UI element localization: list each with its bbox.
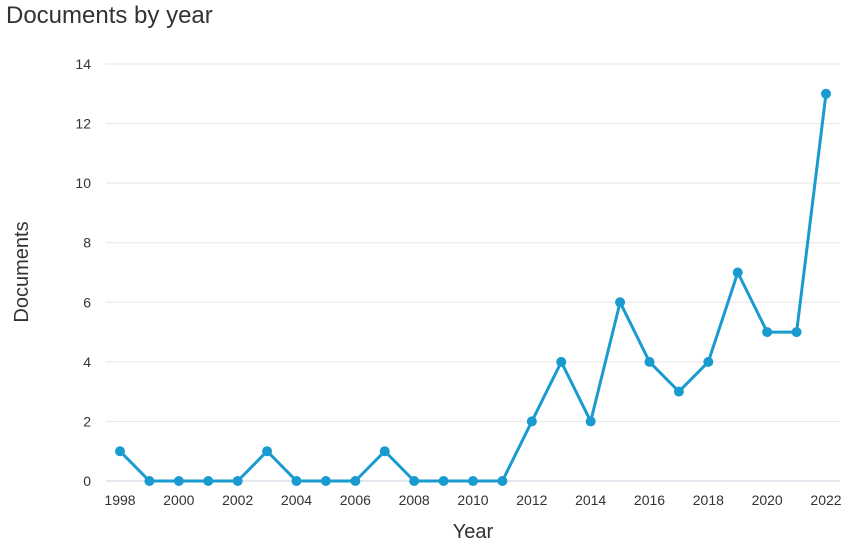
y-tick-label: 6 <box>83 294 91 310</box>
y-tick-label: 2 <box>83 413 91 429</box>
y-tick-label: 8 <box>83 235 91 251</box>
data-point-2004[interactable] <box>291 476 302 486</box>
data-point-2012[interactable] <box>526 416 537 427</box>
data-point-1999[interactable] <box>144 476 155 486</box>
data-point-2017[interactable] <box>673 386 684 397</box>
x-tick-label: 2000 <box>163 492 194 508</box>
y-tick-label: 0 <box>83 473 91 489</box>
data-point-2020[interactable] <box>762 327 773 338</box>
x-tick-label: 2002 <box>222 492 253 508</box>
data-point-2005[interactable] <box>320 476 331 486</box>
chart-title: Documents by year <box>6 2 213 29</box>
data-point-2021[interactable] <box>791 327 802 338</box>
data-point-2000[interactable] <box>173 476 184 486</box>
y-tick-label: 10 <box>75 175 91 191</box>
x-tick-label: 2018 <box>693 492 724 508</box>
x-tick-labels: 1998 2000 2002 2004 2006 2008 2010 2012 2014 2016… <box>104 492 841 508</box>
series-group <box>115 88 831 486</box>
x-tick-label: 2016 <box>634 492 665 508</box>
x-tick-label: 2012 <box>516 492 547 508</box>
x-tick-label: 2022 <box>810 492 841 508</box>
data-point-2007[interactable] <box>379 446 390 457</box>
data-point-2013[interactable] <box>556 356 567 367</box>
y-axis-title: Documents <box>11 221 33 322</box>
x-tick-label: 2006 <box>340 492 371 508</box>
y-tick-label: 14 <box>75 56 91 72</box>
data-point-1998[interactable] <box>115 446 125 457</box>
x-tick-label: 2010 <box>457 492 488 508</box>
x-tick-label: 2020 <box>752 492 783 508</box>
data-point-2006[interactable] <box>350 476 361 486</box>
data-point-2009[interactable] <box>438 476 449 486</box>
series-line <box>118 93 828 483</box>
data-point-2002[interactable] <box>232 476 243 486</box>
data-point-2022[interactable] <box>821 88 831 99</box>
data-point-2001[interactable] <box>203 476 214 486</box>
x-tick-label: 1998 <box>104 492 135 508</box>
data-point-2018[interactable] <box>703 356 714 367</box>
x-tick-label: 2004 <box>281 492 312 508</box>
gridlines <box>106 63 840 482</box>
x-tick-label: 2014 <box>575 492 606 508</box>
x-axis-title: Year <box>453 521 494 543</box>
x-tick-label: 2008 <box>399 492 430 508</box>
data-point-2015[interactable] <box>615 297 626 308</box>
y-tick-label: 12 <box>75 116 91 132</box>
data-point-2011[interactable] <box>497 476 508 486</box>
data-point-2010[interactable] <box>468 476 478 486</box>
y-tick-label: 4 <box>83 354 91 370</box>
data-point-2008[interactable] <box>409 476 420 486</box>
data-point-2019[interactable] <box>732 267 743 278</box>
y-tick-labels: 0 2 4 6 8 10 12 14 <box>75 56 91 489</box>
data-point-2003[interactable] <box>262 446 273 457</box>
data-point-2016[interactable] <box>644 356 655 367</box>
data-point-2014[interactable] <box>585 416 596 427</box>
